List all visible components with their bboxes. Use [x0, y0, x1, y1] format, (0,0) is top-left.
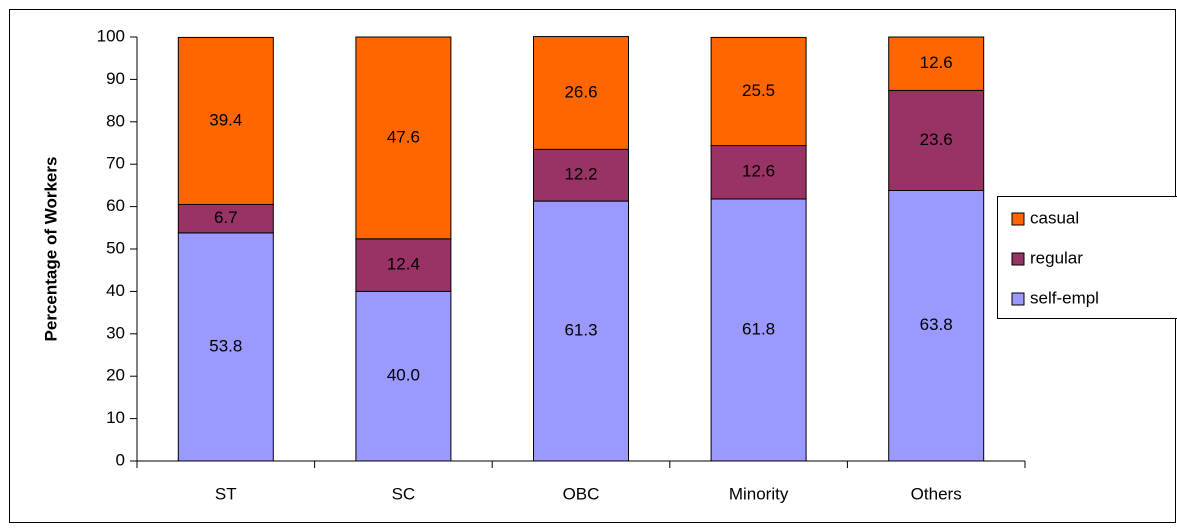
- x-tick-label: OBC: [563, 484, 600, 503]
- bar-segment: [177, 203, 274, 234]
- legend-label: casual: [1030, 208, 1079, 227]
- y-tick-label: 100: [97, 26, 125, 45]
- bar-segment: [355, 36, 452, 240]
- bar-segment: [177, 232, 274, 462]
- y-tick-label: 10: [106, 408, 125, 427]
- x-tick-label: Others: [911, 484, 962, 503]
- bar-segment: [355, 290, 452, 462]
- data-label: 26.6: [564, 82, 597, 101]
- data-label: 12.2: [564, 165, 597, 184]
- y-tick-label: 30: [106, 323, 125, 342]
- data-label: 12.6: [920, 53, 953, 72]
- data-label: 61.8: [742, 319, 775, 338]
- data-label: 12.6: [742, 162, 775, 181]
- legend-label: regular: [1030, 248, 1083, 267]
- bar-segment: [888, 36, 985, 91]
- data-label: 25.5: [742, 81, 775, 100]
- x-tick-label: Minority: [729, 484, 789, 503]
- legend-box: [997, 196, 1177, 319]
- bar-segment: [533, 36, 629, 150]
- y-tick-label: 80: [106, 111, 125, 130]
- y-tick-label: 50: [106, 238, 125, 257]
- data-label: 53.8: [209, 336, 242, 355]
- y-axis-label: Percentage of Workers: [41, 157, 60, 342]
- legend-swatch: [1011, 292, 1025, 306]
- bar-segment: [888, 89, 985, 191]
- legend-swatch: [1011, 212, 1025, 226]
- y-tick-label: 40: [106, 281, 125, 300]
- data-label: 63.8: [920, 315, 953, 334]
- bar-segment: [710, 36, 807, 147]
- data-label: 61.3: [564, 321, 597, 340]
- y-tick-label: 0: [116, 450, 125, 469]
- y-tick-label: 60: [106, 196, 125, 215]
- data-label: 39.4: [209, 110, 242, 129]
- data-label: 6.7: [214, 208, 238, 227]
- bar-segment: [177, 36, 274, 205]
- x-tick-label: ST: [215, 484, 237, 503]
- y-tick-label: 70: [106, 154, 125, 173]
- data-label: 47.6: [387, 127, 420, 146]
- y-tick-label: 20: [106, 366, 125, 385]
- y-tick-label: 90: [106, 69, 125, 88]
- x-tick-label: SC: [392, 484, 416, 503]
- legend-label: self-empl: [1030, 288, 1099, 307]
- bar-segment: [533, 148, 629, 202]
- data-label: 40.0: [387, 366, 420, 385]
- bar-segment: [888, 189, 985, 462]
- bar-segment: [710, 145, 807, 200]
- bar-segment: [710, 198, 807, 462]
- data-label: 23.6: [920, 130, 953, 149]
- data-label: 12.4: [387, 255, 420, 274]
- legend-swatch: [1011, 252, 1025, 266]
- bar-segment: [533, 200, 629, 462]
